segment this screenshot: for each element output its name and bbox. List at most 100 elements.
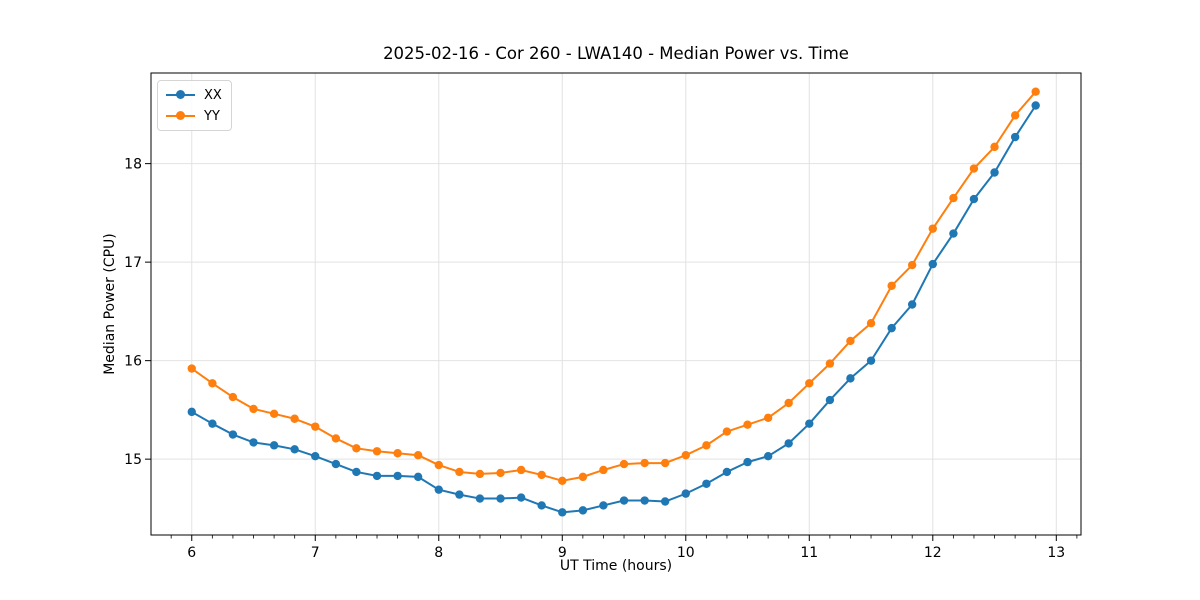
series-YY-marker [928, 224, 937, 233]
x-tick-label: 9 [558, 545, 567, 561]
series-YY-marker [866, 319, 876, 328]
series-XX-marker [743, 457, 752, 467]
series-YY-marker [475, 469, 485, 479]
series-XX-marker [825, 395, 835, 405]
series-XX-marker [372, 471, 382, 481]
series-YY-marker [702, 441, 711, 450]
series-YY-marker [249, 404, 258, 414]
series-YY-marker [413, 451, 423, 460]
series-XX-marker [208, 419, 217, 428]
legend-item-xx: XX [166, 86, 222, 104]
series-XX-marker [269, 441, 279, 450]
series-XX-marker [969, 194, 979, 204]
legend-line-marker-yy [166, 111, 195, 121]
series-YY-marker [393, 449, 402, 458]
x-tick-label: 8 [434, 545, 443, 561]
y-tick-label: 17 [124, 255, 142, 271]
x-tick-label: 11 [800, 545, 818, 561]
series-YY-marker [187, 364, 196, 373]
legend-label-xx: XX [204, 87, 222, 103]
series-XX-marker [640, 496, 649, 505]
x-tick-label: 12 [924, 545, 942, 561]
chart-title: 2025-02-16 - Cor 260 - LWA140 - Median P… [383, 44, 849, 63]
x-tick-label: 13 [1047, 545, 1065, 561]
series-XX-marker [805, 419, 814, 428]
series-YY-marker [990, 142, 999, 152]
series-YY-marker [660, 458, 670, 468]
series-XX-marker [496, 494, 505, 503]
series-XX-marker [558, 508, 567, 517]
legend-line-marker-xx [166, 90, 195, 100]
series-YY-marker [558, 476, 567, 486]
series-YY-marker [208, 379, 217, 388]
series-XX-marker [393, 471, 402, 481]
y-tick-label: 15 [124, 452, 142, 468]
series-YY-marker [763, 413, 773, 422]
series-YY-marker [784, 398, 793, 408]
series-XX-marker [290, 445, 299, 454]
series-YY-marker [1031, 87, 1040, 96]
series-YY-line [191, 91, 1037, 482]
x-tick-label: 6 [187, 545, 196, 561]
series-YY-marker [805, 379, 814, 388]
plot-border [150, 72, 1082, 536]
series-XX-marker [866, 356, 876, 365]
series-YY-marker [290, 414, 299, 423]
series-YY-marker [455, 467, 464, 477]
series-YY-marker [228, 392, 238, 402]
series-XX-marker [455, 490, 464, 499]
series-YY-marker [537, 470, 546, 480]
series-YY-marker [681, 451, 690, 460]
series-XX-marker [434, 485, 443, 494]
y-tick-label: 18 [124, 157, 142, 173]
series-YY-marker [311, 422, 320, 431]
series-XX-marker [846, 374, 855, 383]
circle-marker-icon [176, 111, 185, 120]
series-YY-marker [599, 465, 608, 475]
y-tick-label: 16 [124, 354, 142, 370]
series-YY-marker [722, 427, 732, 436]
series-XX-marker [331, 459, 341, 469]
series-XX-marker [990, 168, 999, 177]
series-YY-marker [825, 359, 835, 368]
series-YY-marker [949, 193, 958, 203]
series-YY-marker [578, 472, 588, 482]
series-YY-marker [887, 281, 896, 290]
series-XX-marker [722, 467, 732, 477]
x-axis-label: UT Time (hours) [559, 558, 673, 574]
series-YY-marker [1010, 111, 1020, 120]
series-XX-marker [249, 438, 258, 447]
series-XX-marker [228, 430, 238, 439]
legend-label-yy: YY [204, 108, 220, 124]
series-XX-marker [702, 479, 711, 488]
series-XX-marker [475, 494, 485, 503]
series-XX-marker [619, 496, 629, 505]
series-XX-marker [1031, 101, 1040, 110]
series-YY-marker [269, 409, 279, 419]
series-XX-marker [660, 497, 670, 506]
series-YY-marker [372, 447, 382, 456]
series-XX-marker [537, 501, 546, 510]
x-tick-label: 7 [311, 545, 320, 561]
series-XX-marker [928, 259, 937, 269]
series-XX-marker [784, 439, 793, 448]
legend: XX YY [157, 80, 232, 131]
series-XX-marker [311, 451, 320, 461]
circle-marker-icon [176, 90, 185, 99]
y-axis-label: Median Power (CPU) [102, 233, 118, 375]
series-YY-marker [619, 459, 629, 469]
series-XX-marker [1010, 132, 1020, 142]
series-YY-marker [969, 164, 979, 173]
series-YY-marker [331, 434, 341, 443]
series-XX-marker [907, 300, 917, 309]
series-XX-marker [763, 451, 773, 461]
series-YY-marker [516, 465, 526, 475]
series-XX-marker [578, 506, 588, 515]
series-XX-marker [413, 472, 423, 482]
series-XX-line [191, 104, 1037, 514]
series-XX-marker [599, 501, 608, 510]
series-YY-marker [352, 444, 361, 453]
series-YY-marker [743, 420, 752, 429]
